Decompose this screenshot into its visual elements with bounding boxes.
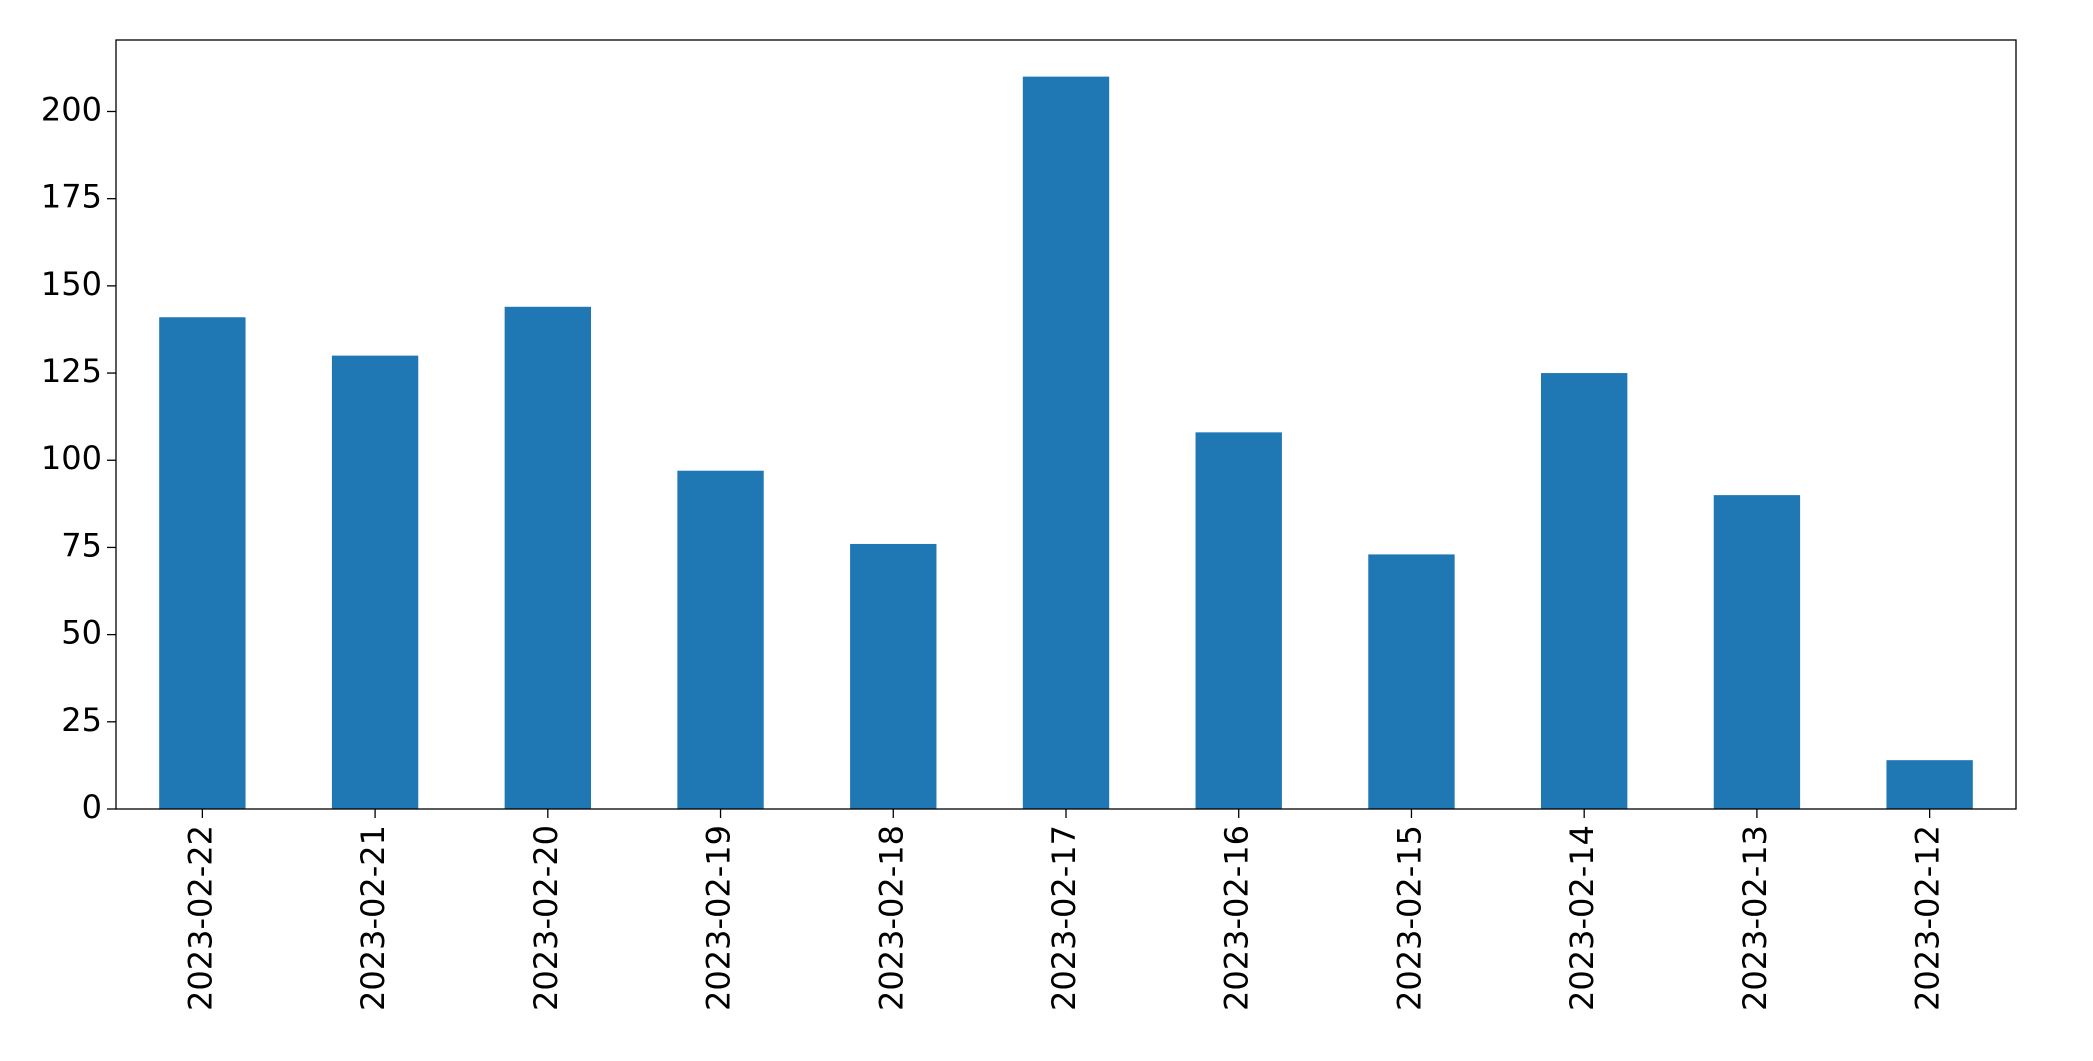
x-tick-label: 2023-02-15 [1390, 825, 1428, 1011]
bar [1713, 495, 1801, 809]
x-tick-label: 2023-02-16 [1218, 825, 1256, 1011]
bar [504, 306, 591, 809]
x-tick-label: 2023-02-19 [700, 825, 738, 1011]
y-tick-label: 125 [41, 352, 102, 390]
x-tick-label: 2023-02-14 [1563, 825, 1601, 1011]
x-tick-label: 2023-02-13 [1736, 825, 1774, 1011]
bar [1022, 76, 1110, 810]
bar [1541, 373, 1628, 809]
bar [159, 317, 246, 809]
x-tick-label: 2023-02-20 [527, 825, 565, 1011]
y-tick-label: 50 [61, 614, 102, 652]
x-tick-label: 2023-02-18 [872, 825, 910, 1011]
y-tick-label: 25 [61, 701, 102, 739]
bar [1195, 432, 1282, 809]
bar [1886, 760, 1973, 809]
bar [677, 470, 764, 809]
x-tick-label: 2023-02-12 [1909, 825, 1947, 1011]
y-tick-label: 150 [41, 265, 102, 303]
x-tick-label: 2023-02-17 [1045, 825, 1083, 1011]
x-tick-label: 2023-02-21 [354, 825, 392, 1011]
x-tick-label: 2023-02-22 [181, 825, 219, 1011]
y-tick-label: 200 [41, 90, 102, 128]
plot-frame [115, 39, 2017, 810]
y-tick-label: 175 [41, 178, 102, 216]
y-tick-label: 75 [61, 526, 102, 564]
y-tick-label: 100 [41, 439, 102, 477]
y-tick-label: 0 [82, 788, 102, 826]
bar [1368, 554, 1455, 809]
bar [331, 355, 419, 809]
bar [850, 543, 937, 809]
